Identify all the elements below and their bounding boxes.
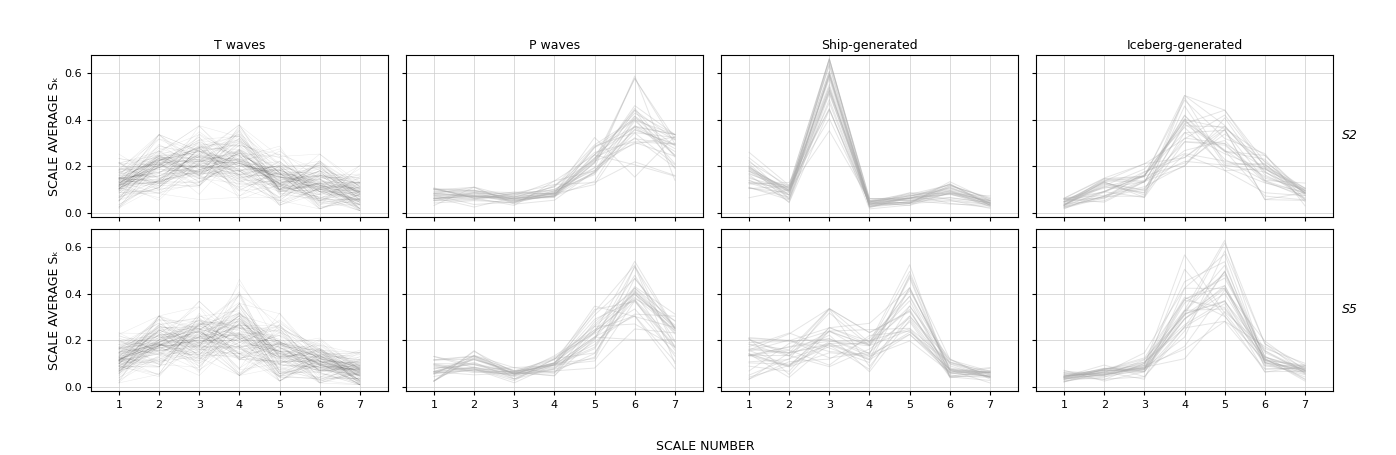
Text: S5: S5 [1342, 303, 1358, 317]
Y-axis label: SCALE AVERAGE Sₖ: SCALE AVERAGE Sₖ [49, 250, 61, 370]
Title: Iceberg-generated: Iceberg-generated [1127, 39, 1242, 52]
Title: T waves: T waves [214, 39, 265, 52]
Y-axis label: SCALE AVERAGE Sₖ: SCALE AVERAGE Sₖ [49, 76, 61, 196]
Text: SCALE NUMBER: SCALE NUMBER [656, 440, 754, 454]
Title: Ship-generated: Ship-generated [821, 39, 917, 52]
Text: S2: S2 [1342, 129, 1358, 142]
Title: P waves: P waves [529, 39, 579, 52]
